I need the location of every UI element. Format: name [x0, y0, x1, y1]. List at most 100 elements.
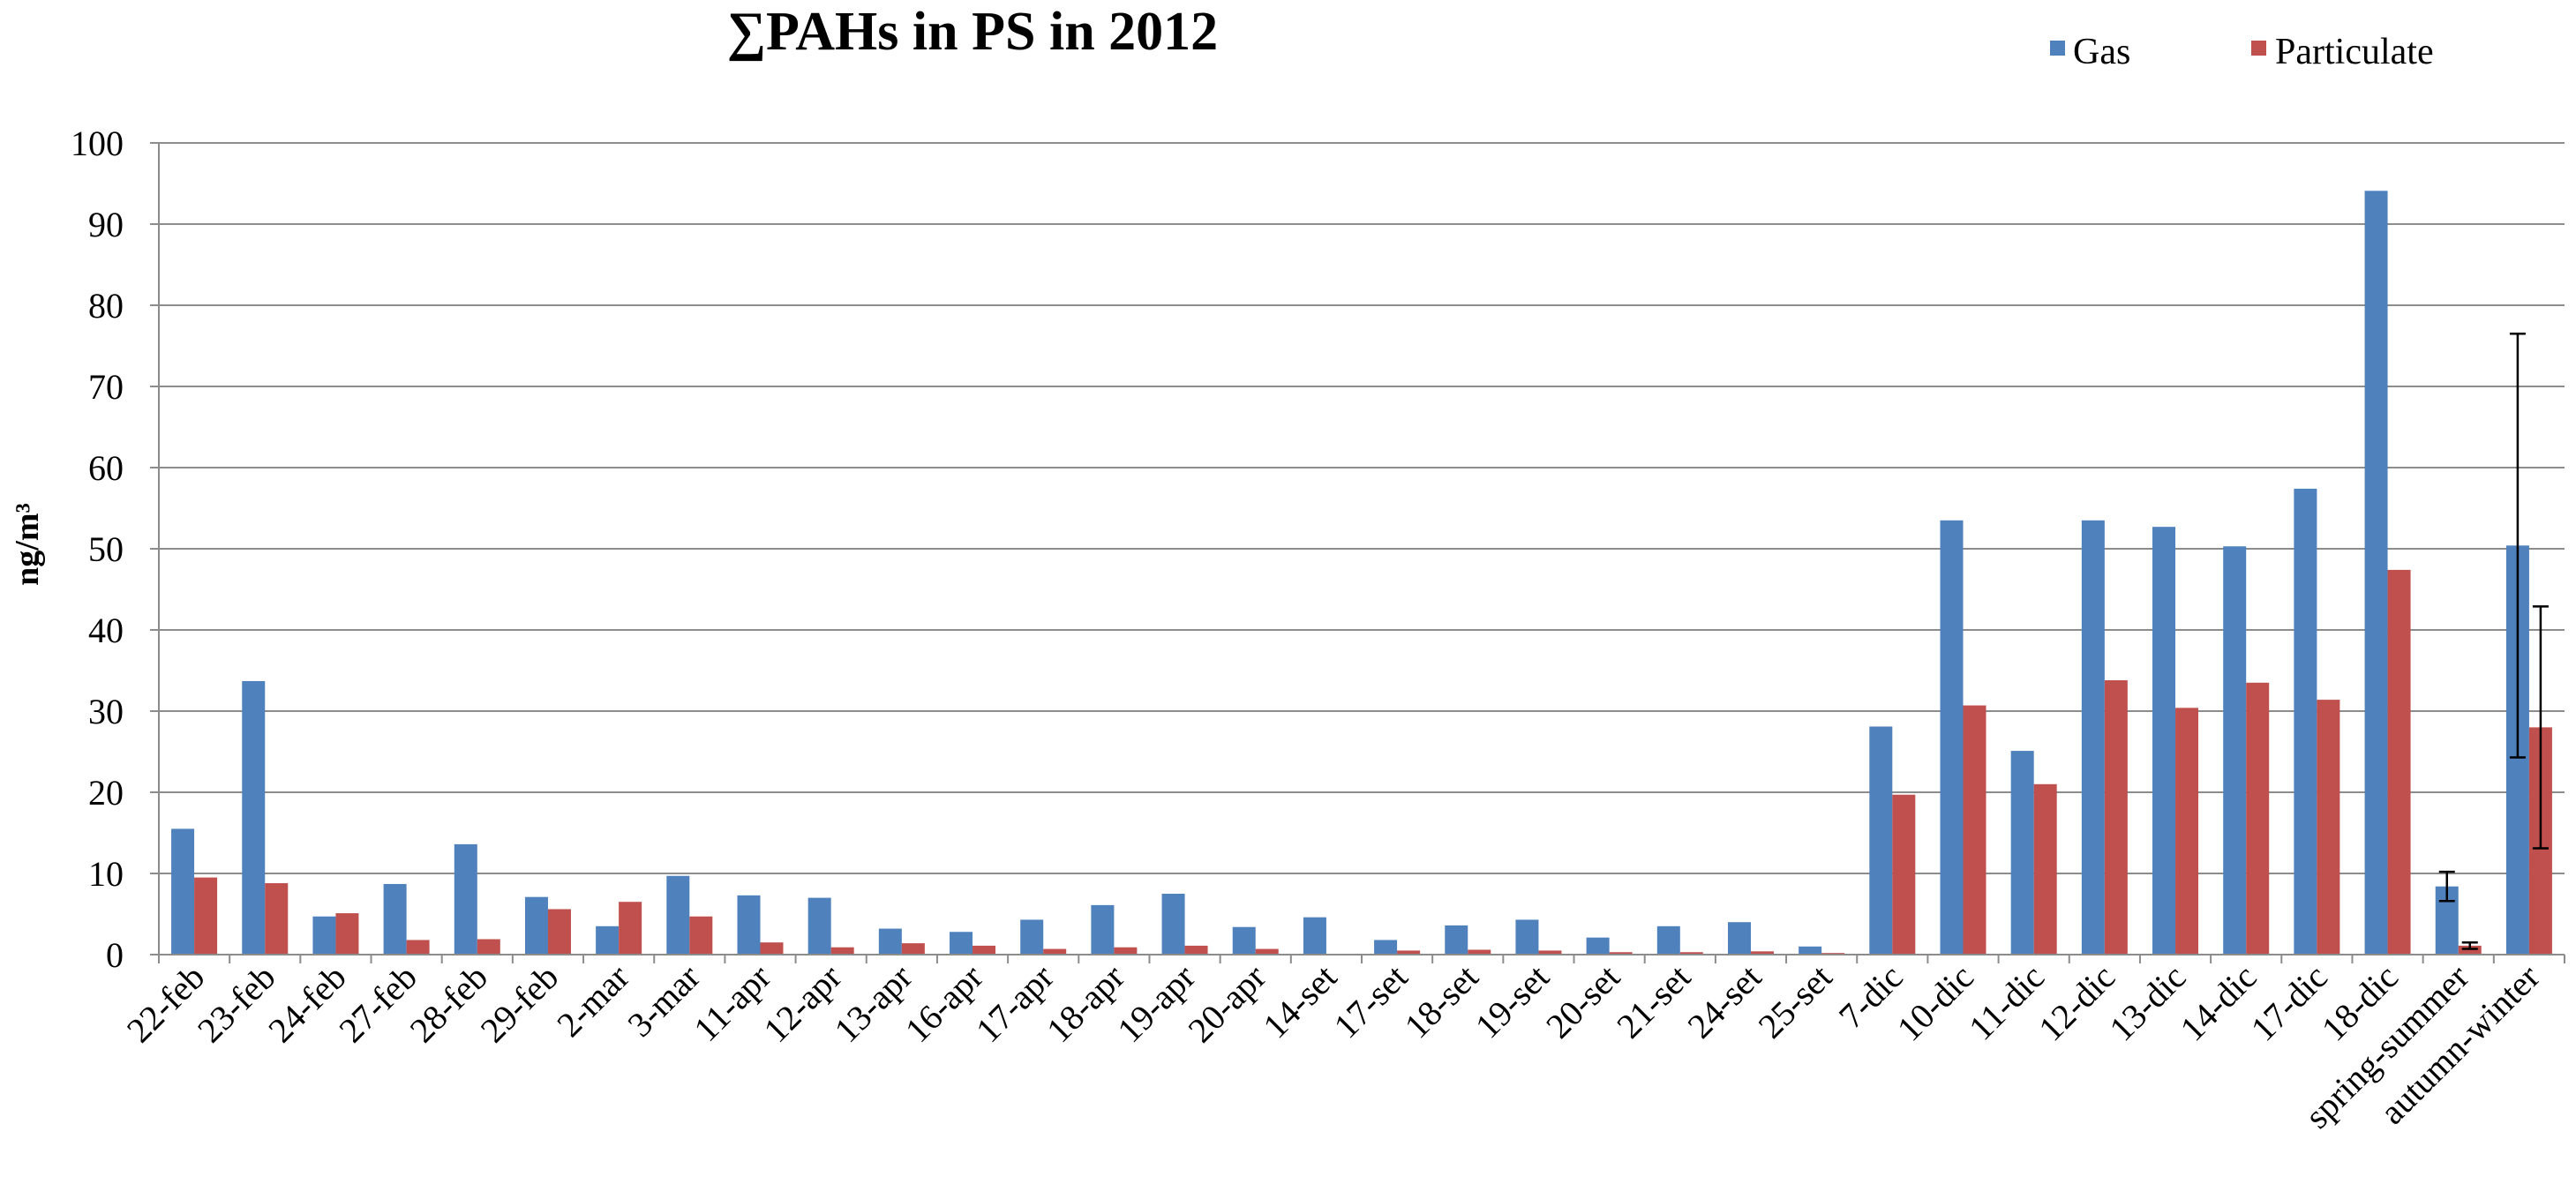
x-tick-label: 17-set [1326, 957, 1416, 1046]
y-tick-label: 60 [88, 448, 124, 488]
bar-gas-11-dic [2010, 751, 2034, 955]
x-tick-label: 2-mar [549, 957, 636, 1045]
x-tick-label: 20-set [1538, 957, 1627, 1046]
bar-gas-24-set [1727, 922, 1751, 955]
bar-gas-10-dic [1940, 520, 1964, 955]
bar-gas-19-set [1515, 919, 1539, 955]
bar-particulate-17-dic [2317, 700, 2340, 955]
x-axis-ticks: 22-feb23-feb24-feb27-feb28-feb29-feb2-ma… [119, 955, 2565, 1136]
bar-particulate-13-dic [2175, 708, 2199, 955]
bar-particulate-24-set [1750, 951, 1774, 955]
y-tick-label: 100 [71, 124, 124, 163]
y-tick-label: 50 [88, 529, 124, 569]
bar-particulate-18-dic [2387, 569, 2411, 955]
bar-particulate-17-apr [1043, 948, 1067, 955]
bar-particulate-12-apr [830, 947, 854, 955]
error-bar-particulate-spring-summer [2461, 940, 2478, 950]
y-tick-label: 90 [88, 205, 124, 244]
legend-swatch-gas [2050, 41, 2065, 56]
bar-particulate-24-feb [335, 913, 359, 955]
bar-gas-3-mar [666, 875, 690, 955]
bar-gas-2-mar [596, 925, 620, 955]
y-tick-label: 40 [88, 611, 124, 650]
bar-particulate-14-dic [2246, 682, 2270, 955]
y-tick-label: 10 [88, 854, 124, 894]
bar-gas-20-set [1586, 937, 1610, 955]
x-tick-label: 25-set [1751, 957, 1840, 1046]
x-tick-label: 12-dic [2031, 957, 2122, 1049]
bar-gas-11-apr [737, 895, 761, 955]
x-tick-label: 29-feb [473, 957, 567, 1051]
bar-gas-23-feb [242, 680, 266, 955]
bar-gas-12-apr [807, 897, 831, 955]
bar-gas-25-set [1799, 946, 1822, 955]
y-axis-label: ng/m³ [9, 503, 46, 586]
bars [171, 191, 2552, 955]
x-tick-label: 27-feb [331, 957, 424, 1051]
bar-particulate-19-set [1538, 950, 1562, 955]
bar-gas-20-apr [1232, 926, 1256, 955]
bar-gas-13-apr [878, 928, 902, 955]
bar-gas-19-apr [1161, 894, 1185, 955]
x-tick-label: 14-dic [2172, 957, 2264, 1049]
bar-gas-7-dic [1869, 726, 1893, 955]
x-tick-label: 21-set [1609, 957, 1698, 1046]
bar-gas-18-set [1445, 925, 1468, 955]
x-tick-label: 18-set [1397, 957, 1486, 1046]
y-tick-label: 80 [88, 286, 124, 326]
x-tick-label: 17-apr [968, 957, 1062, 1051]
bar-particulate-16-apr [973, 945, 996, 955]
error-bar-particulate-autumn-winter [2532, 605, 2549, 850]
bar-gas-12-dic [2081, 520, 2105, 955]
bar-gas-18-dic [2364, 191, 2388, 955]
bar-gas-24-feb [312, 916, 336, 955]
bar-gas-27-feb [383, 883, 407, 955]
y-axis-ticks: 0 10 20 30 40 50 60 70 80 90 100 [71, 124, 159, 975]
x-tick-label: 20-apr [1180, 957, 1273, 1051]
bar-gas-28-feb [454, 843, 477, 955]
bar-particulate-28-feb [477, 939, 500, 955]
x-tick-label: 24-set [1679, 957, 1769, 1046]
bar-particulate-20-apr [1255, 948, 1279, 955]
bar-particulate-12-dic [2104, 680, 2128, 955]
bar-particulate-10-dic [1963, 705, 1986, 955]
error-bar-gas-autumn-winter [2509, 332, 2526, 759]
x-tick-label: 18-apr [1039, 957, 1132, 1051]
x-tick-label: 14-set [1255, 957, 1344, 1046]
x-tick-label: 3-mar [620, 957, 707, 1045]
bar-particulate-22-feb [194, 877, 218, 955]
legend-swatch-particulate [2251, 41, 2266, 56]
x-tick-label: 17-dic [2243, 957, 2335, 1049]
error-bars [2438, 332, 2549, 950]
bar-gas-17-set [1374, 940, 1398, 955]
y-tick-label: 30 [88, 692, 124, 731]
bar-particulate-11-dic [2033, 783, 2057, 955]
x-tick-label: 23-feb [190, 957, 283, 1051]
bar-gas-16-apr [950, 932, 973, 955]
x-tick-label: 11-apr [686, 957, 778, 1050]
chart-title: ∑PAHs in PS in 2012 [727, 2, 1218, 62]
bar-particulate-7-dic [1892, 794, 1916, 955]
bar-particulate-29-feb [547, 909, 571, 955]
y-tick-label: 0 [106, 935, 124, 975]
x-tick-label: 19-set [1468, 957, 1557, 1046]
x-tick-label: 13-dic [2101, 957, 2193, 1049]
bar-gas-18-apr [1091, 904, 1115, 955]
y-tick-label: 20 [88, 773, 124, 813]
x-tick-label: 12-apr [755, 957, 849, 1051]
bar-particulate-19-apr [1184, 945, 1208, 955]
bar-particulate-spring-summer [2458, 945, 2482, 955]
y-tick-label: 70 [88, 367, 124, 407]
bar-particulate-17-set [1397, 950, 1421, 955]
bar-particulate-23-feb [265, 883, 289, 955]
x-tick-label: 10-dic [1889, 957, 1981, 1049]
bar-gas-17-dic [2294, 488, 2317, 955]
bar-particulate-2-mar [619, 902, 642, 955]
legend-label-gas: Gas [2073, 32, 2130, 72]
bar-particulate-18-apr [1114, 947, 1138, 955]
bar-particulate-3-mar [689, 916, 713, 955]
bar-particulate-11-apr [760, 942, 784, 955]
error-bar-gas-spring-summer [2438, 870, 2455, 903]
